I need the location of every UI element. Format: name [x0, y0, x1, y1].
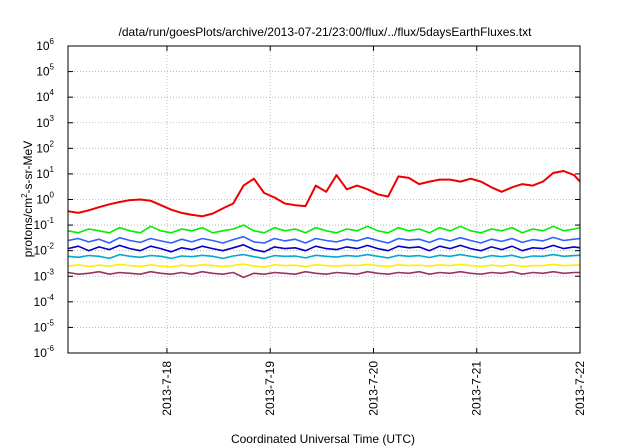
y-tick-label: 106 — [36, 37, 54, 53]
x-axis: 2013-7-18 2013-7-19 2013-7-20 2013-7-21 2013… — [160, 46, 587, 416]
x-tick-label: 2013-7-21 — [470, 361, 484, 416]
y-tick-label: 10-2 — [34, 242, 55, 258]
x-tick-label: 2013-7-19 — [263, 361, 277, 416]
y-tick-label: 104 — [36, 88, 54, 104]
y-tick-label: 102 — [36, 139, 54, 155]
series-group — [67, 170, 581, 279]
y-tick-label: 105 — [36, 63, 54, 79]
y-tick-label: 10-4 — [34, 293, 55, 309]
series-line — [67, 235, 581, 244]
y-tick-label: 103 — [36, 114, 54, 130]
y-axis-label-rest: -s-sr-MeV — [21, 141, 35, 194]
y-tick-label: 10-5 — [34, 318, 55, 334]
y-axis-label: protons/cm2-s-sr-MeV — [20, 141, 35, 257]
x-tick-label: 2013-7-20 — [366, 361, 380, 416]
series-line — [67, 224, 581, 234]
x-tick-label: 2013-7-18 — [160, 361, 174, 416]
y-tick-label: 10-6 — [34, 344, 55, 360]
y-tick-label: 101 — [36, 165, 54, 181]
series-line — [67, 270, 580, 279]
series-line — [67, 253, 581, 260]
series-line — [67, 170, 581, 218]
y-tick-label: 10-1 — [34, 216, 55, 232]
y-axis-label-sup: 2 — [20, 193, 29, 198]
y-axis: 10-6 10-5 10-4 10-3 10-2 10-1 100 101 102 103 104 1… — [34, 37, 580, 360]
y-axis-label-main: protons/cm — [21, 198, 35, 257]
x-axis-label: Coordinated Universal Time (UTC) — [231, 432, 415, 446]
y-tick-label: 10-3 — [34, 267, 55, 283]
y-tick-label: 100 — [36, 191, 54, 207]
grid — [68, 46, 580, 353]
chart-title: /data/run/goesPlots/archive/2013-07-21/2… — [119, 25, 533, 39]
series-line — [67, 244, 581, 253]
series-line — [67, 263, 581, 268]
x-tick-label: 2013-7-22 — [573, 361, 587, 416]
